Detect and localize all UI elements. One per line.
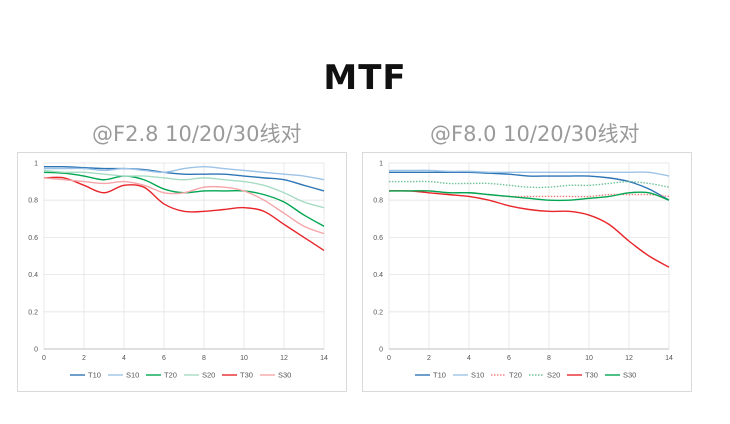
series-line-t10 bbox=[389, 171, 670, 201]
x-tick-label: 14 bbox=[320, 355, 328, 362]
x-tick-label: 4 bbox=[467, 355, 471, 362]
x-tick-label: 10 bbox=[240, 355, 248, 362]
series-line-s30 bbox=[389, 190, 670, 202]
series-line-t10 bbox=[43, 165, 325, 192]
y-tick-label: 0 bbox=[379, 347, 383, 354]
x-tick-label: 0 bbox=[387, 355, 391, 362]
series-line-s20 bbox=[43, 169, 325, 209]
series-line-s20 bbox=[389, 180, 670, 189]
legend-label: T10 bbox=[433, 371, 446, 380]
x-tick-label: 4 bbox=[122, 355, 126, 362]
page-title: MTF bbox=[323, 58, 407, 98]
x-tick-label: 8 bbox=[547, 355, 551, 362]
x-tick-label: 2 bbox=[82, 355, 86, 362]
x-tick-label: 2 bbox=[427, 355, 431, 362]
y-tick-label: 0.4 bbox=[28, 272, 38, 279]
legend-label: T30 bbox=[240, 371, 253, 380]
chart-title-f28: @F2.8 10/20/30线对 bbox=[92, 122, 302, 146]
x-tick-label: 12 bbox=[625, 355, 633, 362]
legend-label: T30 bbox=[585, 371, 598, 380]
series-line-t30 bbox=[43, 176, 325, 252]
chart-panel-f80: 0 0.2 0.4 0.6 0.8 1 0 2 4 6 8 10 12 14 T10 S10 T20 S20 T30… bbox=[362, 152, 692, 392]
legend-label: S10 bbox=[126, 371, 139, 380]
y-tick-label: 0.6 bbox=[28, 235, 38, 242]
x-tick-label: 12 bbox=[280, 355, 288, 362]
legend-label: S20 bbox=[547, 371, 560, 380]
legend-label: S20 bbox=[202, 371, 215, 380]
y-tick-label: 0.2 bbox=[28, 309, 38, 316]
y-tick-label: 0.4 bbox=[373, 272, 383, 279]
x-tick-label: 6 bbox=[162, 355, 166, 362]
y-tick-label: 0.8 bbox=[28, 198, 38, 205]
legend-label: S10 bbox=[471, 371, 484, 380]
series-line-s10 bbox=[44, 166, 325, 181]
y-tick-label: 0 bbox=[34, 347, 38, 354]
x-tick-label: 6 bbox=[507, 355, 511, 362]
y-tick-label: 0.2 bbox=[373, 309, 383, 316]
series-line-s10 bbox=[389, 169, 670, 177]
series-line-t30 bbox=[388, 190, 670, 268]
y-tick-label: 0.8 bbox=[373, 198, 383, 205]
legend-label: T20 bbox=[509, 371, 522, 380]
x-tick-label: 0 bbox=[42, 355, 46, 362]
y-tick-label: 1 bbox=[379, 161, 383, 168]
series-line-s30 bbox=[43, 177, 325, 235]
y-tick-label: 0.6 bbox=[373, 235, 383, 242]
y-tick-label: 1 bbox=[34, 161, 38, 168]
x-tick-label: 8 bbox=[202, 355, 206, 362]
legend-label: T10 bbox=[88, 371, 101, 380]
legend-label: S30 bbox=[623, 371, 636, 380]
legend-label: S30 bbox=[278, 371, 291, 380]
x-tick-label: 14 bbox=[665, 355, 673, 362]
legend-label: T20 bbox=[164, 371, 177, 380]
chart-title-f80: @F8.0 10/20/30线对 bbox=[430, 122, 640, 146]
x-tick-label: 10 bbox=[585, 355, 593, 362]
chart-panel-f28: 0 0.2 0.4 0.6 0.8 1 0 2 4 6 8 10 12 14 T10 S10 T20 S20 T30… bbox=[17, 152, 347, 392]
